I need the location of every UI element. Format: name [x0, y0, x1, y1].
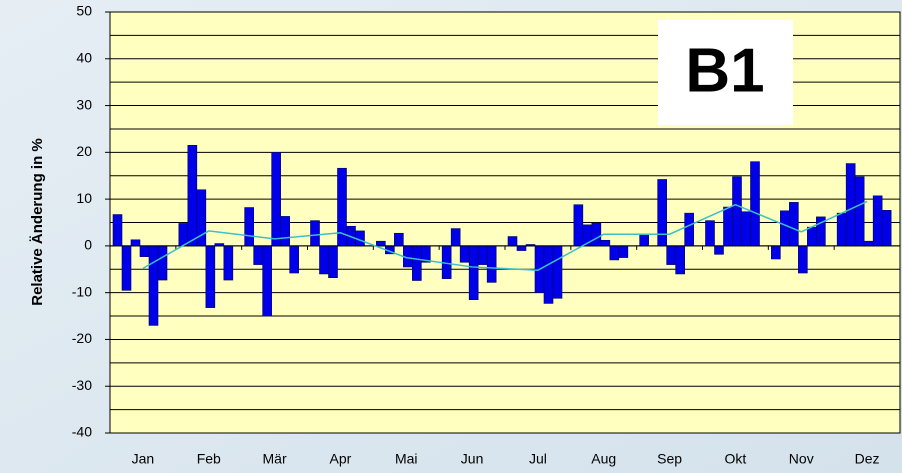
x-tick-label: Apr — [330, 451, 352, 467]
bar — [130, 239, 141, 247]
bar — [732, 176, 742, 247]
bar — [178, 223, 189, 247]
bar — [872, 195, 883, 247]
bar — [714, 245, 724, 255]
y-tick-label: -20 — [72, 330, 92, 346]
x-tick-label: Okt — [725, 451, 747, 467]
bar — [750, 161, 760, 247]
bar — [552, 245, 563, 299]
y-tick-label: -10 — [72, 283, 92, 299]
bar — [657, 179, 667, 247]
mean-line — [142, 200, 868, 271]
x-tick-label: Dez — [855, 451, 880, 467]
bar — [319, 245, 329, 275]
y-tick-label: -40 — [72, 424, 92, 440]
y-tick-label: 50 — [76, 3, 92, 19]
bar — [157, 245, 168, 281]
bar — [376, 240, 386, 247]
x-tick-label: Jun — [461, 451, 484, 467]
x-tick-label: Feb — [197, 451, 221, 467]
bar — [450, 228, 461, 247]
x-tick-label: Sep — [657, 451, 682, 467]
bar — [310, 220, 320, 247]
bar — [516, 245, 527, 251]
bar — [112, 214, 123, 247]
bar — [675, 245, 685, 275]
bar — [262, 245, 272, 317]
bar — [459, 245, 470, 263]
bar — [328, 245, 338, 278]
bar — [412, 245, 422, 281]
bar — [139, 245, 150, 257]
bar — [223, 245, 234, 281]
bar — [684, 212, 694, 247]
bar — [507, 236, 518, 247]
bar — [543, 245, 554, 304]
y-tick-label: 20 — [76, 143, 92, 159]
bar — [477, 245, 488, 265]
x-tick-label: Jul — [529, 451, 547, 467]
bar — [205, 245, 216, 308]
y-axis-label: Relative Änderung in % — [29, 138, 46, 306]
x-tick-label: Mär — [263, 451, 287, 467]
bar — [771, 245, 781, 260]
bar — [618, 245, 629, 258]
bar — [244, 207, 254, 247]
bar — [468, 245, 479, 300]
x-tick-label: Nov — [789, 451, 814, 467]
annotation-box — [658, 20, 793, 125]
bar — [705, 220, 715, 247]
bar — [789, 202, 799, 247]
y-tick-label: 40 — [76, 49, 92, 65]
x-tick-label: Aug — [591, 451, 616, 467]
x-tick-label: Jan — [132, 451, 155, 467]
bar — [121, 245, 132, 291]
plot-border — [109, 11, 901, 434]
x-tick-label: Mai — [395, 451, 418, 467]
bar — [253, 245, 263, 265]
bar — [639, 234, 649, 247]
bar — [836, 212, 847, 247]
bar — [609, 245, 620, 261]
annotation: B1 — [685, 36, 764, 105]
bar — [573, 204, 584, 247]
bar — [845, 163, 856, 247]
bar — [854, 176, 865, 247]
bar — [780, 210, 790, 247]
bar — [723, 206, 733, 247]
y-tick-label: 0 — [84, 237, 92, 253]
bar — [798, 245, 808, 274]
bar — [863, 240, 874, 247]
bar — [741, 211, 751, 247]
bar — [289, 245, 299, 274]
y-tick-label: 10 — [76, 190, 92, 206]
bar — [666, 245, 676, 265]
bar — [394, 232, 404, 247]
bar — [807, 226, 817, 247]
y-tick-label: 30 — [76, 96, 92, 112]
bar — [148, 245, 159, 326]
bar — [591, 222, 602, 247]
y-tick-label: -30 — [72, 377, 92, 393]
bar — [280, 216, 290, 247]
bar — [271, 152, 281, 247]
bar — [187, 145, 198, 247]
bar — [486, 245, 497, 283]
bar — [881, 210, 892, 247]
bar — [600, 239, 611, 247]
